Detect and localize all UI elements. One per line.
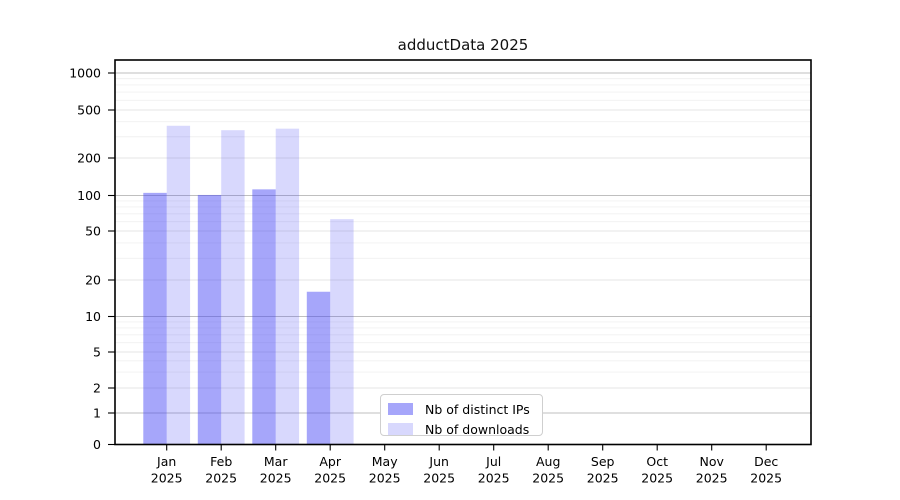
minor-gridlines xyxy=(115,78,811,373)
axis-frame xyxy=(114,59,812,446)
x-tick-label-year: 2025 xyxy=(369,471,401,486)
bars-distinct-ips xyxy=(143,189,331,445)
x-tick-label-month: Aug xyxy=(536,454,560,469)
x-tick-label-month: Dec xyxy=(754,454,778,469)
x-tick-label-month: Jul xyxy=(485,454,501,469)
y-tick-label: 2 xyxy=(93,381,101,396)
y-tick-label: 500 xyxy=(77,103,101,118)
y-tick-label: 100 xyxy=(77,188,101,203)
x-tick-label-year: 2025 xyxy=(587,471,619,486)
x-tick-label-month: Feb xyxy=(210,454,232,469)
chart-legend: Nb of distinct IPs Nb of downloads xyxy=(380,394,543,439)
x-axis-ticks: Jan 2025 Feb 2025 Mar 2025 Apr 2025 May 2025 Jun 20… xyxy=(151,444,782,486)
x-tick-label-month: Jan xyxy=(156,454,176,469)
y-tick-label: 200 xyxy=(77,151,101,166)
x-tick-label-month: Mar xyxy=(264,454,288,469)
x-tick-label-month: Oct xyxy=(646,454,668,469)
bar-mar-downloads xyxy=(275,128,300,445)
bar-jan-ips xyxy=(143,192,167,445)
legend-swatch-downloads xyxy=(388,423,413,435)
x-tick-label-month: Nov xyxy=(699,454,724,469)
y-tick-label: 1000 xyxy=(69,66,101,81)
bar-jan-downloads xyxy=(166,125,191,445)
x-tick-label-year: 2025 xyxy=(151,471,183,486)
bars-downloads xyxy=(166,125,354,445)
legend-label-downloads: Nb of downloads xyxy=(425,421,530,437)
x-tick-label-year: 2025 xyxy=(750,471,782,486)
legend-item-distinct-ips: Nb of distinct IPs xyxy=(388,399,542,419)
x-tick-label-year: 2025 xyxy=(423,471,455,486)
x-tick-label-year: 2025 xyxy=(478,471,510,486)
bar-apr-downloads xyxy=(330,219,354,445)
legend-swatch-distinct-ips xyxy=(388,403,413,415)
bar-feb-ips xyxy=(197,194,222,445)
bar-apr-ips xyxy=(306,291,331,445)
x-tick-label-year: 2025 xyxy=(532,471,564,486)
y-tick-label: 1 xyxy=(93,406,101,421)
x-tick-label-year: 2025 xyxy=(641,471,673,486)
x-tick-label-month: Apr xyxy=(319,454,341,469)
y-tick-label: 20 xyxy=(85,273,101,288)
bar-mar-ips xyxy=(252,189,276,445)
chart-title: adductData 2025 xyxy=(397,36,529,54)
x-tick-label-month: Sep xyxy=(591,454,615,469)
y-tick-label: 10 xyxy=(85,309,101,324)
x-tick-label-year: 2025 xyxy=(696,471,728,486)
x-tick-label-year: 2025 xyxy=(205,471,237,486)
x-tick-label-month: Jun xyxy=(428,454,449,469)
y-tick-label: 50 xyxy=(85,224,101,239)
x-tick-label-month: May xyxy=(372,454,398,469)
legend-label-distinct-ips: Nb of distinct IPs xyxy=(425,401,530,417)
x-tick-label-year: 2025 xyxy=(314,471,346,486)
y-tick-label: 5 xyxy=(93,345,101,360)
bar-feb-downloads xyxy=(221,130,245,445)
y-tick-label: 0 xyxy=(93,437,101,452)
x-tick-label-year: 2025 xyxy=(260,471,292,486)
y-axis-ticks: 0 1 2 5 10 20 50 100 200 500 1000 xyxy=(69,66,115,452)
legend-item-downloads: Nb of downloads xyxy=(388,419,542,439)
